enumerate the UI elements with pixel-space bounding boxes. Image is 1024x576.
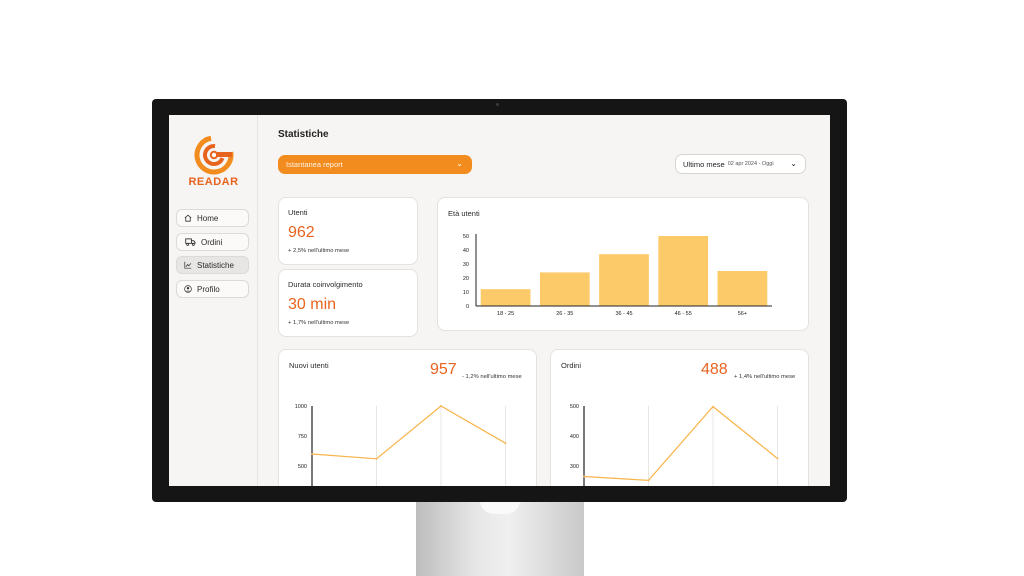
brand-name: READAR	[188, 176, 239, 188]
sidebar-item-label: Profilo	[197, 284, 220, 294]
data-point	[375, 457, 378, 460]
card-title: Ordini	[561, 361, 582, 370]
engagement-trend: + 1,7% nell'ultimo mese	[288, 320, 350, 326]
data-point	[776, 457, 779, 460]
camera-dot	[496, 103, 499, 106]
user-icon	[184, 285, 192, 293]
sidebar-item-label: Home	[197, 213, 219, 223]
orders-card: Ordini 488 + 1,4% nell'ultimo mese 300 40…	[550, 349, 809, 486]
card-title: Utenti	[288, 208, 308, 217]
data-point	[311, 453, 313, 455]
data-point	[712, 405, 714, 408]
page-title: Statistiche	[278, 129, 329, 140]
x-tick-label: 56+	[738, 311, 747, 317]
data-point	[440, 405, 442, 407]
truck-icon	[185, 238, 196, 246]
period-range: 02 apr 2024 - Oggi	[727, 161, 774, 167]
orders-trend: + 1,4% nell'ultimo mese	[734, 374, 796, 380]
series-line	[311, 405, 506, 460]
chevron-down-icon: ⌄	[790, 159, 797, 168]
series-line	[583, 405, 778, 482]
sidebar-item-statistiche[interactable]: Statistiche	[176, 256, 249, 274]
sidebar-item-label: Statistiche	[197, 260, 234, 270]
orders-value: 488	[701, 361, 728, 378]
new-users-card: Nuovi utenti 957 - 1,2% nell'ultimo mese…	[278, 349, 537, 486]
bar	[599, 254, 649, 306]
users-trend: + 2,5% nell'ultimo mese	[288, 248, 350, 254]
period-label: Ultimo mese	[683, 159, 725, 169]
engagement-card: Durata coinvolgimento 30 min + 1,7% nell…	[278, 269, 418, 337]
x-tick-label: 46 - 55	[675, 311, 692, 317]
data-point	[647, 479, 650, 482]
chart-icon	[184, 261, 192, 269]
y-tick-label: 500	[570, 404, 579, 410]
bar	[480, 289, 531, 306]
age-chart-card: Età utenti 0 10 20 30 40 50 18 - 25 26 - 35 36 -…	[437, 197, 809, 331]
y-tick-label: 30	[463, 262, 469, 268]
users-card: Utenti 962 + 2,5% nell'ultimo mese	[278, 197, 418, 265]
sidebar-item-ordini[interactable]: Ordini	[176, 233, 249, 251]
chevron-down-icon: ⌄	[456, 159, 463, 168]
y-tick-label: 50	[463, 234, 469, 240]
y-tick-label: 750	[298, 434, 307, 440]
orders-line-chart: 300 400 500	[570, 404, 779, 486]
period-selector[interactable]: Ultimo mese 02 apr 2024 - Oggi ⌄	[675, 154, 806, 174]
x-tick-label: 18 - 25	[497, 311, 514, 317]
data-point	[504, 442, 507, 445]
x-tick-label: 26 - 35	[556, 311, 573, 317]
app-window: READAR Home Ordini Statistiche	[169, 115, 830, 486]
report-dropdown-label: Istantanea report	[286, 160, 343, 169]
y-tick-label: 500	[298, 464, 307, 470]
new-users-trend: - 1,2% nell'ultimo mese	[462, 374, 522, 380]
card-title: Durata coinvolgimento	[288, 280, 363, 289]
sidebar-item-home[interactable]: Home	[176, 209, 249, 227]
sidebar-item-label: Ordini	[201, 237, 223, 247]
y-tick-label: 10	[463, 290, 469, 296]
bar	[539, 272, 590, 306]
chart-title: Età utenti	[448, 209, 480, 218]
sidebar-item-profilo[interactable]: Profilo	[176, 280, 249, 298]
x-tick-label: 36 - 45	[615, 311, 632, 317]
bar	[717, 271, 768, 306]
new-users-value: 957	[430, 361, 457, 378]
bar	[658, 236, 709, 306]
y-tick-label: 300	[570, 464, 579, 470]
age-bar-chart: 0 10 20 30 40 50 18 - 25 26 - 35 36 - 45 46 - 55 5…	[463, 234, 772, 317]
readar-logo	[194, 135, 234, 175]
new-users-line-chart: 500 750 1000	[295, 404, 507, 486]
y-tick-label: 20	[463, 276, 469, 282]
users-value: 962	[288, 224, 315, 241]
sidebar: READAR Home Ordini Statistiche	[169, 115, 258, 486]
monitor-stand	[416, 500, 584, 576]
report-dropdown[interactable]: Istantanea report ⌄	[278, 155, 472, 174]
y-tick-label: 400	[570, 434, 579, 440]
y-tick-label: 40	[463, 248, 469, 254]
engagement-value: 30 min	[288, 296, 337, 313]
y-tick-label: 0	[466, 304, 469, 310]
data-point	[583, 475, 585, 478]
home-icon	[184, 214, 192, 222]
y-tick-label: 1000	[295, 404, 307, 410]
card-title: Nuovi utenti	[289, 361, 329, 370]
